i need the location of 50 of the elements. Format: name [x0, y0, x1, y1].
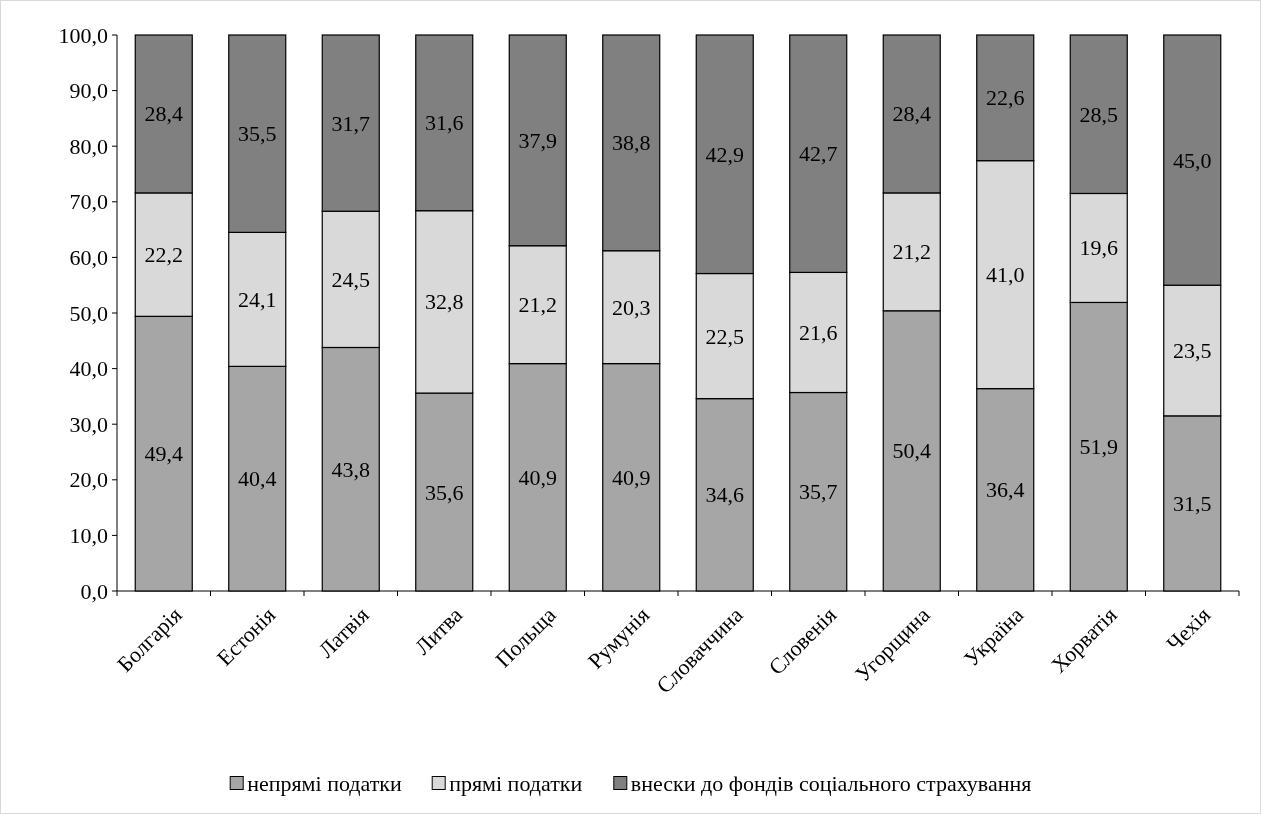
data-label: 24,5: [331, 266, 370, 292]
data-label: 42,7: [799, 141, 838, 167]
y-tick-label: 50,0: [69, 300, 108, 326]
data-label: 31,5: [1173, 490, 1212, 516]
data-label: 22,2: [144, 242, 183, 268]
data-label: 35,5: [238, 121, 277, 147]
data-label: 31,6: [425, 110, 464, 136]
data-label: 41,0: [986, 262, 1025, 288]
data-label: 20,3: [612, 294, 651, 320]
data-label: 40,4: [238, 466, 277, 492]
data-label: 50,4: [892, 438, 931, 464]
data-label: 19,6: [1079, 235, 1118, 261]
data-label: 21,2: [518, 292, 557, 318]
y-tick-label: 100,0: [58, 22, 108, 48]
y-tick-label: 0,0: [80, 578, 108, 604]
data-label: 21,6: [799, 319, 838, 345]
y-tick-label: 40,0: [69, 356, 108, 382]
y-tick-label: 20,0: [69, 467, 108, 493]
data-label: 35,7: [799, 479, 838, 505]
data-label: 34,6: [705, 482, 744, 508]
data-label: 45,0: [1173, 147, 1212, 173]
data-label: 22,5: [705, 323, 744, 349]
data-label: 35,6: [425, 479, 464, 505]
data-label: 36,4: [986, 477, 1025, 503]
y-tick-label: 70,0: [69, 189, 108, 215]
data-label: 22,6: [986, 85, 1025, 111]
y-tick-label: 10,0: [69, 522, 108, 548]
data-label: 40,9: [518, 464, 557, 490]
data-label: 43,8: [331, 456, 370, 482]
legend-label: внески до фондів соціального страхування: [630, 770, 1032, 796]
y-tick-label: 30,0: [69, 411, 108, 437]
legend-label: прямі податки: [449, 770, 583, 796]
y-tick-label: 60,0: [69, 244, 108, 270]
data-label: 32,8: [425, 289, 464, 315]
data-label: 49,4: [144, 441, 183, 467]
data-label: 40,9: [612, 464, 651, 490]
data-label: 28,4: [144, 101, 183, 127]
data-label: 24,1: [238, 286, 277, 312]
data-label: 21,2: [892, 239, 931, 265]
y-tick-label: 80,0: [69, 133, 108, 159]
data-label: 28,5: [1079, 101, 1118, 127]
data-label: 37,9: [518, 127, 557, 153]
legend-label: непрямі податки: [247, 770, 402, 796]
y-tick-label: 90,0: [69, 78, 108, 104]
data-label: 51,9: [1079, 434, 1118, 460]
data-label: 23,5: [1173, 338, 1212, 364]
data-label: 28,4: [892, 101, 931, 127]
data-label: 42,9: [705, 141, 744, 167]
data-label: 38,8: [612, 130, 651, 156]
data-label: 31,7: [331, 110, 370, 136]
